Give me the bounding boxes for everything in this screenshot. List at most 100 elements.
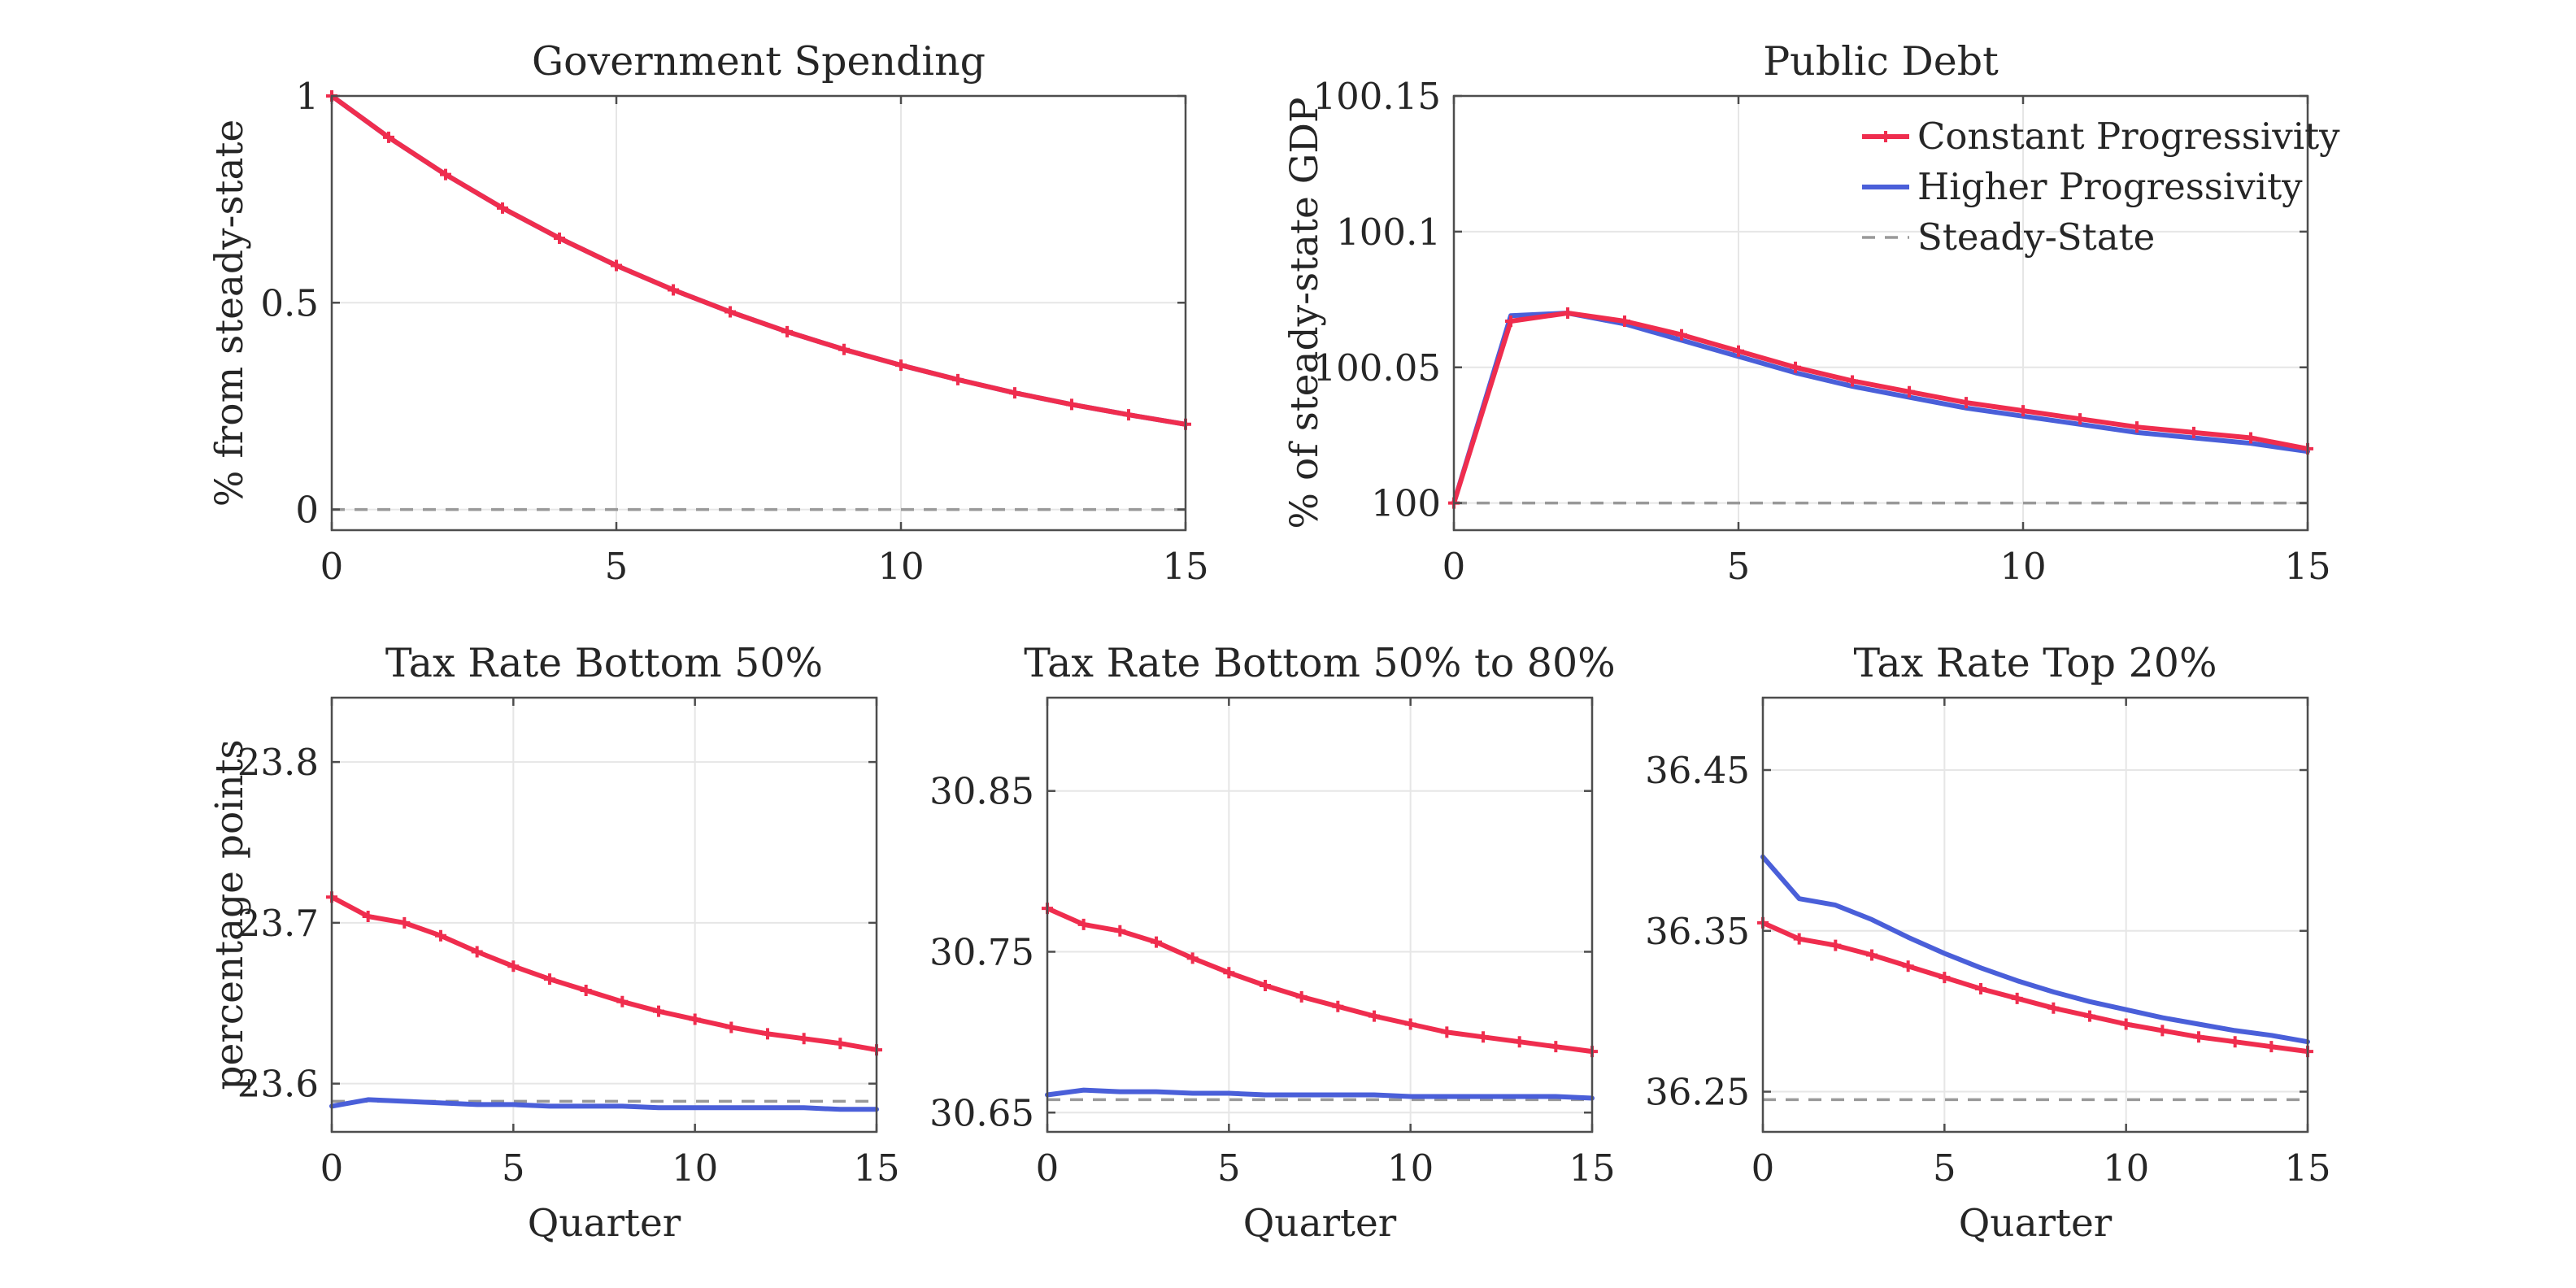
tax2-constant-point-4	[1186, 952, 1199, 964]
tax1-ytick-label-2: 23.8	[237, 741, 319, 784]
tax3-series-higher-line	[1760, 854, 2310, 1045]
tax1-xlabel: Quarter	[528, 1201, 681, 1246]
tax1-constant-point-3	[435, 929, 446, 942]
debt-constant-point-6	[1790, 361, 1801, 373]
tax1-ytick-label-1: 23.7	[237, 902, 319, 945]
tax2-constant-point-13	[1513, 1036, 1525, 1048]
tax1-xtick-label-3: 15	[853, 1147, 899, 1190]
tax2-xtick-label-3: 15	[1569, 1147, 1615, 1190]
tax1-series-constant-line	[329, 894, 879, 1053]
gov-constant-point-3	[497, 202, 508, 214]
gov-constant-point-12	[1009, 387, 1020, 399]
tax2-xlabel: Quarter	[1243, 1201, 1397, 1246]
tax2-constant-point-7	[1295, 990, 1308, 1003]
gov-constant-point-8	[781, 325, 793, 337]
tax2-title: Tax Rate Bottom 50% to 80%	[1024, 640, 1615, 686]
tax1-xtick-label-1: 5	[502, 1147, 525, 1190]
gov-title: Government Spending	[532, 38, 986, 85]
gov-constant-point-7	[724, 306, 736, 318]
tax3-constant-point-7	[2011, 992, 2023, 1004]
tax2-constant-point-12	[1477, 1031, 1489, 1043]
debt-constant-point-3	[1619, 315, 1630, 328]
tax3-xtick-label-2: 10	[2103, 1147, 2149, 1190]
gov-ytick-label-0: 0	[295, 489, 319, 532]
tax2-ytick-label-0: 30.65	[929, 1091, 1034, 1134]
gov-xtick-label-1: 5	[605, 545, 629, 588]
tax1-series-higher-line	[329, 1097, 879, 1112]
tax1-constant-point-4	[471, 946, 483, 958]
tax3-constant-point-4	[1902, 960, 1914, 973]
tax3-constant-point-1	[1793, 933, 1805, 945]
tax2-series-constant-line	[1045, 906, 1595, 1055]
tax3-constant-point-9	[2084, 1010, 2095, 1022]
gov-constant-point-2	[440, 168, 451, 181]
tax2-constant-point-14	[1550, 1041, 1562, 1053]
tax3-constant-point-3	[1866, 949, 1878, 961]
gov-ytick-label-2: 1	[295, 75, 319, 118]
tax3-xtick-label-1: 5	[1933, 1147, 1956, 1190]
tax2-xtick-label-1: 5	[1217, 1147, 1241, 1190]
tax1-constant-point-8	[616, 995, 629, 1007]
debt-panel: 0 5 10 15 100 100.05 100.1 100.15 Public Debt % o…	[1282, 38, 2340, 588]
debt-constant-point-5	[1733, 345, 1744, 357]
debt-constant-point-10	[2017, 405, 2029, 417]
tax1-ytick-label-0: 23.6	[237, 1063, 319, 1106]
tax1-constant-point-2	[398, 916, 411, 929]
legend: Constant Progressivity Higher Progressivi…	[1862, 115, 2340, 259]
tax1-constant-point-1	[362, 910, 374, 922]
tax3-xtick-label-3: 15	[2284, 1147, 2330, 1190]
tax3-ytick-label-2: 36.45	[1645, 749, 1750, 792]
tax3-constant-point-11	[2156, 1025, 2169, 1037]
tax2-constant-point-2	[1114, 925, 1126, 937]
tax3-ytick-label-1: 36.35	[1645, 910, 1750, 953]
tax1-ylabel: percentage points	[207, 739, 252, 1090]
legend-label-higher: Higher Progressivity	[1917, 165, 2303, 208]
debt-series-constant-line	[1451, 311, 2310, 506]
tax3-series-constant-line	[1760, 920, 2310, 1055]
debt-xtick-label-1: 5	[1727, 545, 1751, 588]
tax3-xtick-label-0: 0	[1751, 1147, 1775, 1190]
tax2-panel: 0 5 10 15 30.65 30.75 30.85 Tax Rate Bottom 50%…	[929, 640, 1616, 1246]
gov-constant-point-13	[1066, 398, 1077, 411]
gov-constant-point-14	[1123, 409, 1134, 421]
tax2-constant-point-10	[1404, 1018, 1416, 1030]
tax3-axes-box	[1761, 696, 2309, 1134]
gov-constant-point-11	[952, 373, 964, 385]
tax2-constant-point-3	[1151, 936, 1162, 948]
tax1-xtick-label-2: 10	[672, 1147, 718, 1190]
legend-label-constant: Constant Progressivity	[1917, 115, 2340, 158]
tax3-constant-point-10	[2120, 1018, 2132, 1030]
legend-marker-constant	[1880, 131, 1891, 142]
debt-ytick-label-2: 100.1	[1336, 211, 1441, 254]
debt-constant-point-8	[1904, 385, 1915, 398]
tax1-constant-point-7	[580, 984, 592, 996]
gov-series-constant-line	[329, 94, 1188, 427]
tax1-title: Tax Rate Bottom 50%	[385, 640, 823, 686]
tax3-constant-point-6	[1975, 982, 1986, 994]
debt-constant-point-13	[2188, 426, 2200, 438]
tax1-xtick-label-0: 0	[320, 1147, 344, 1190]
tax3-panel: 0 5 10 15 36.25 36.35 36.45 Tax Rate Top 20% Qua…	[1645, 640, 2330, 1246]
tax2-xtick-label-2: 10	[1387, 1147, 1434, 1190]
gov-constant-point-10	[895, 359, 907, 372]
debt-ylabel: % of steady-state GDP	[1282, 97, 1327, 529]
debt-constant-point-4	[1676, 329, 1687, 341]
debt-ytick-label-1: 100.05	[1313, 346, 1441, 389]
tax1-constant-point-10	[689, 1013, 701, 1025]
tax2-constant-point-6	[1260, 980, 1271, 992]
debt-ytick-label-3: 100.15	[1313, 75, 1441, 118]
tax2-xtick-label-0: 0	[1036, 1147, 1060, 1190]
tax3-ytick-label-0: 36.25	[1645, 1071, 1750, 1114]
tax2-constant-point-8	[1332, 1000, 1344, 1012]
debt-constant-point-1	[1505, 315, 1516, 328]
gov-axes-box	[330, 94, 1187, 532]
gov-xtick-label-3: 15	[1162, 545, 1208, 588]
gov-constant-point-1	[383, 131, 394, 143]
debt-xtick-label-2: 10	[1999, 545, 2046, 588]
tax3-constant-point-12	[2193, 1031, 2204, 1043]
tax1-constant-point-9	[653, 1005, 664, 1017]
gov-constant-point-6	[668, 284, 679, 296]
tax3-title: Tax Rate Top 20%	[1853, 640, 2217, 686]
